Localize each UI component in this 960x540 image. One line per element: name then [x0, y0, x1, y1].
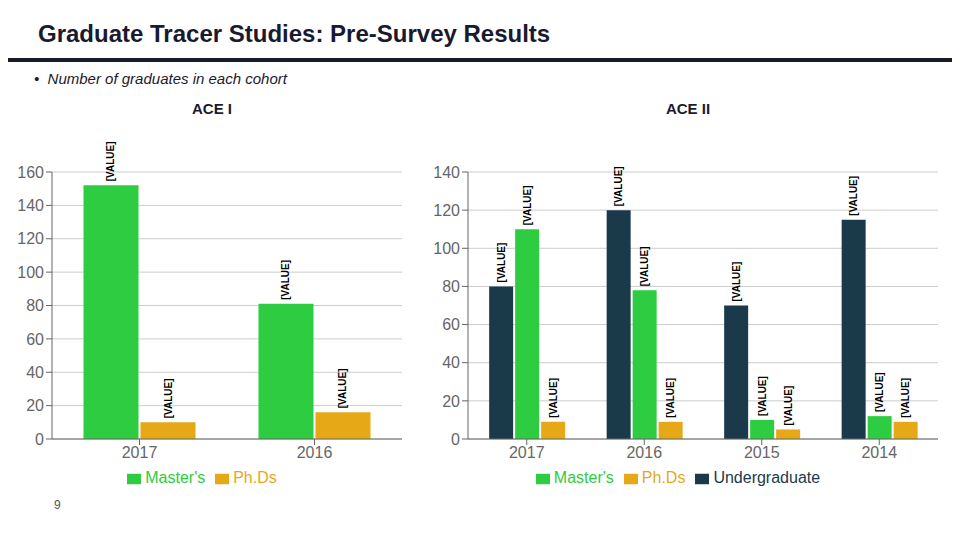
html-text:• Number of graduates in each: • Number of graduates in each cohort [34, 70, 287, 87]
svg-text:[VALUE]: [VALUE] [757, 376, 768, 416]
svg-text:[VALUE]: [VALUE] [848, 176, 859, 216]
svg-text:60: 60 [26, 331, 44, 348]
svg-text:40: 40 [26, 364, 44, 381]
svg-text:[VALUE]: [VALUE] [522, 185, 533, 225]
svg-text:[VALUE]: [VALUE] [900, 378, 911, 418]
svg-text:60: 60 [442, 316, 460, 333]
svg-text:[VALUE]: [VALUE] [338, 368, 349, 408]
html-text:ACE I: ACE I [192, 100, 232, 117]
svg-text:[VALUE]: [VALUE] [783, 386, 794, 426]
svg-text:160: 160 [17, 164, 44, 181]
svg-text:20: 20 [442, 393, 460, 410]
svg-text:2016: 2016 [626, 444, 662, 461]
svg-text:[VALUE]: [VALUE] [874, 372, 885, 412]
svg-text:20: 20 [26, 397, 44, 414]
svg-text:80: 80 [26, 297, 44, 314]
svg-text:100: 100 [17, 264, 44, 281]
html-text:ACE II: ACE II [665, 100, 711, 117]
svg-text:[VALUE]: [VALUE] [731, 262, 742, 302]
svg-text:2017: 2017 [122, 444, 158, 461]
svg-text:[VALUE]: [VALUE] [163, 379, 174, 419]
svg-text:80: 80 [442, 278, 460, 295]
svg-text:2016: 2016 [297, 444, 333, 461]
html-text:Master's: Master's [553, 469, 614, 486]
html-text:Ph.Ds: Ph.Ds [641, 469, 686, 486]
svg-text:120: 120 [17, 230, 44, 247]
svg-text:[VALUE]: [VALUE] [639, 246, 650, 286]
html-text:Ph.Ds: Ph.Ds [233, 469, 277, 486]
html-text:9: 9 [54, 498, 61, 512]
svg-text:120: 120 [433, 202, 460, 219]
svg-text:2017: 2017 [509, 444, 545, 461]
html-text:Graduate Tracer Studies: Pre-S: Graduate Tracer Studies: Pre-Survey Resu… [38, 20, 551, 47]
svg-text:[VALUE]: [VALUE] [665, 378, 676, 418]
svg-text:[VALUE]: [VALUE] [496, 243, 507, 283]
svg-text:0: 0 [451, 431, 460, 448]
html-text:Master's: Master's [145, 469, 206, 486]
svg-text:[VALUE]: [VALUE] [281, 260, 292, 300]
svg-text:40: 40 [442, 354, 460, 371]
svg-text:100: 100 [433, 240, 460, 257]
svg-text:140: 140 [17, 197, 44, 214]
html-text:Undergraduate: Undergraduate [713, 469, 821, 486]
svg-text:[VALUE]: [VALUE] [548, 378, 559, 418]
svg-text:[VALUE]: [VALUE] [106, 142, 117, 182]
svg-text:140: 140 [433, 164, 460, 181]
svg-text:[VALUE]: [VALUE] [613, 166, 624, 206]
svg-text:2015: 2015 [744, 444, 780, 461]
svg-text:2014: 2014 [861, 444, 897, 461]
svg-text:0: 0 [35, 431, 44, 448]
